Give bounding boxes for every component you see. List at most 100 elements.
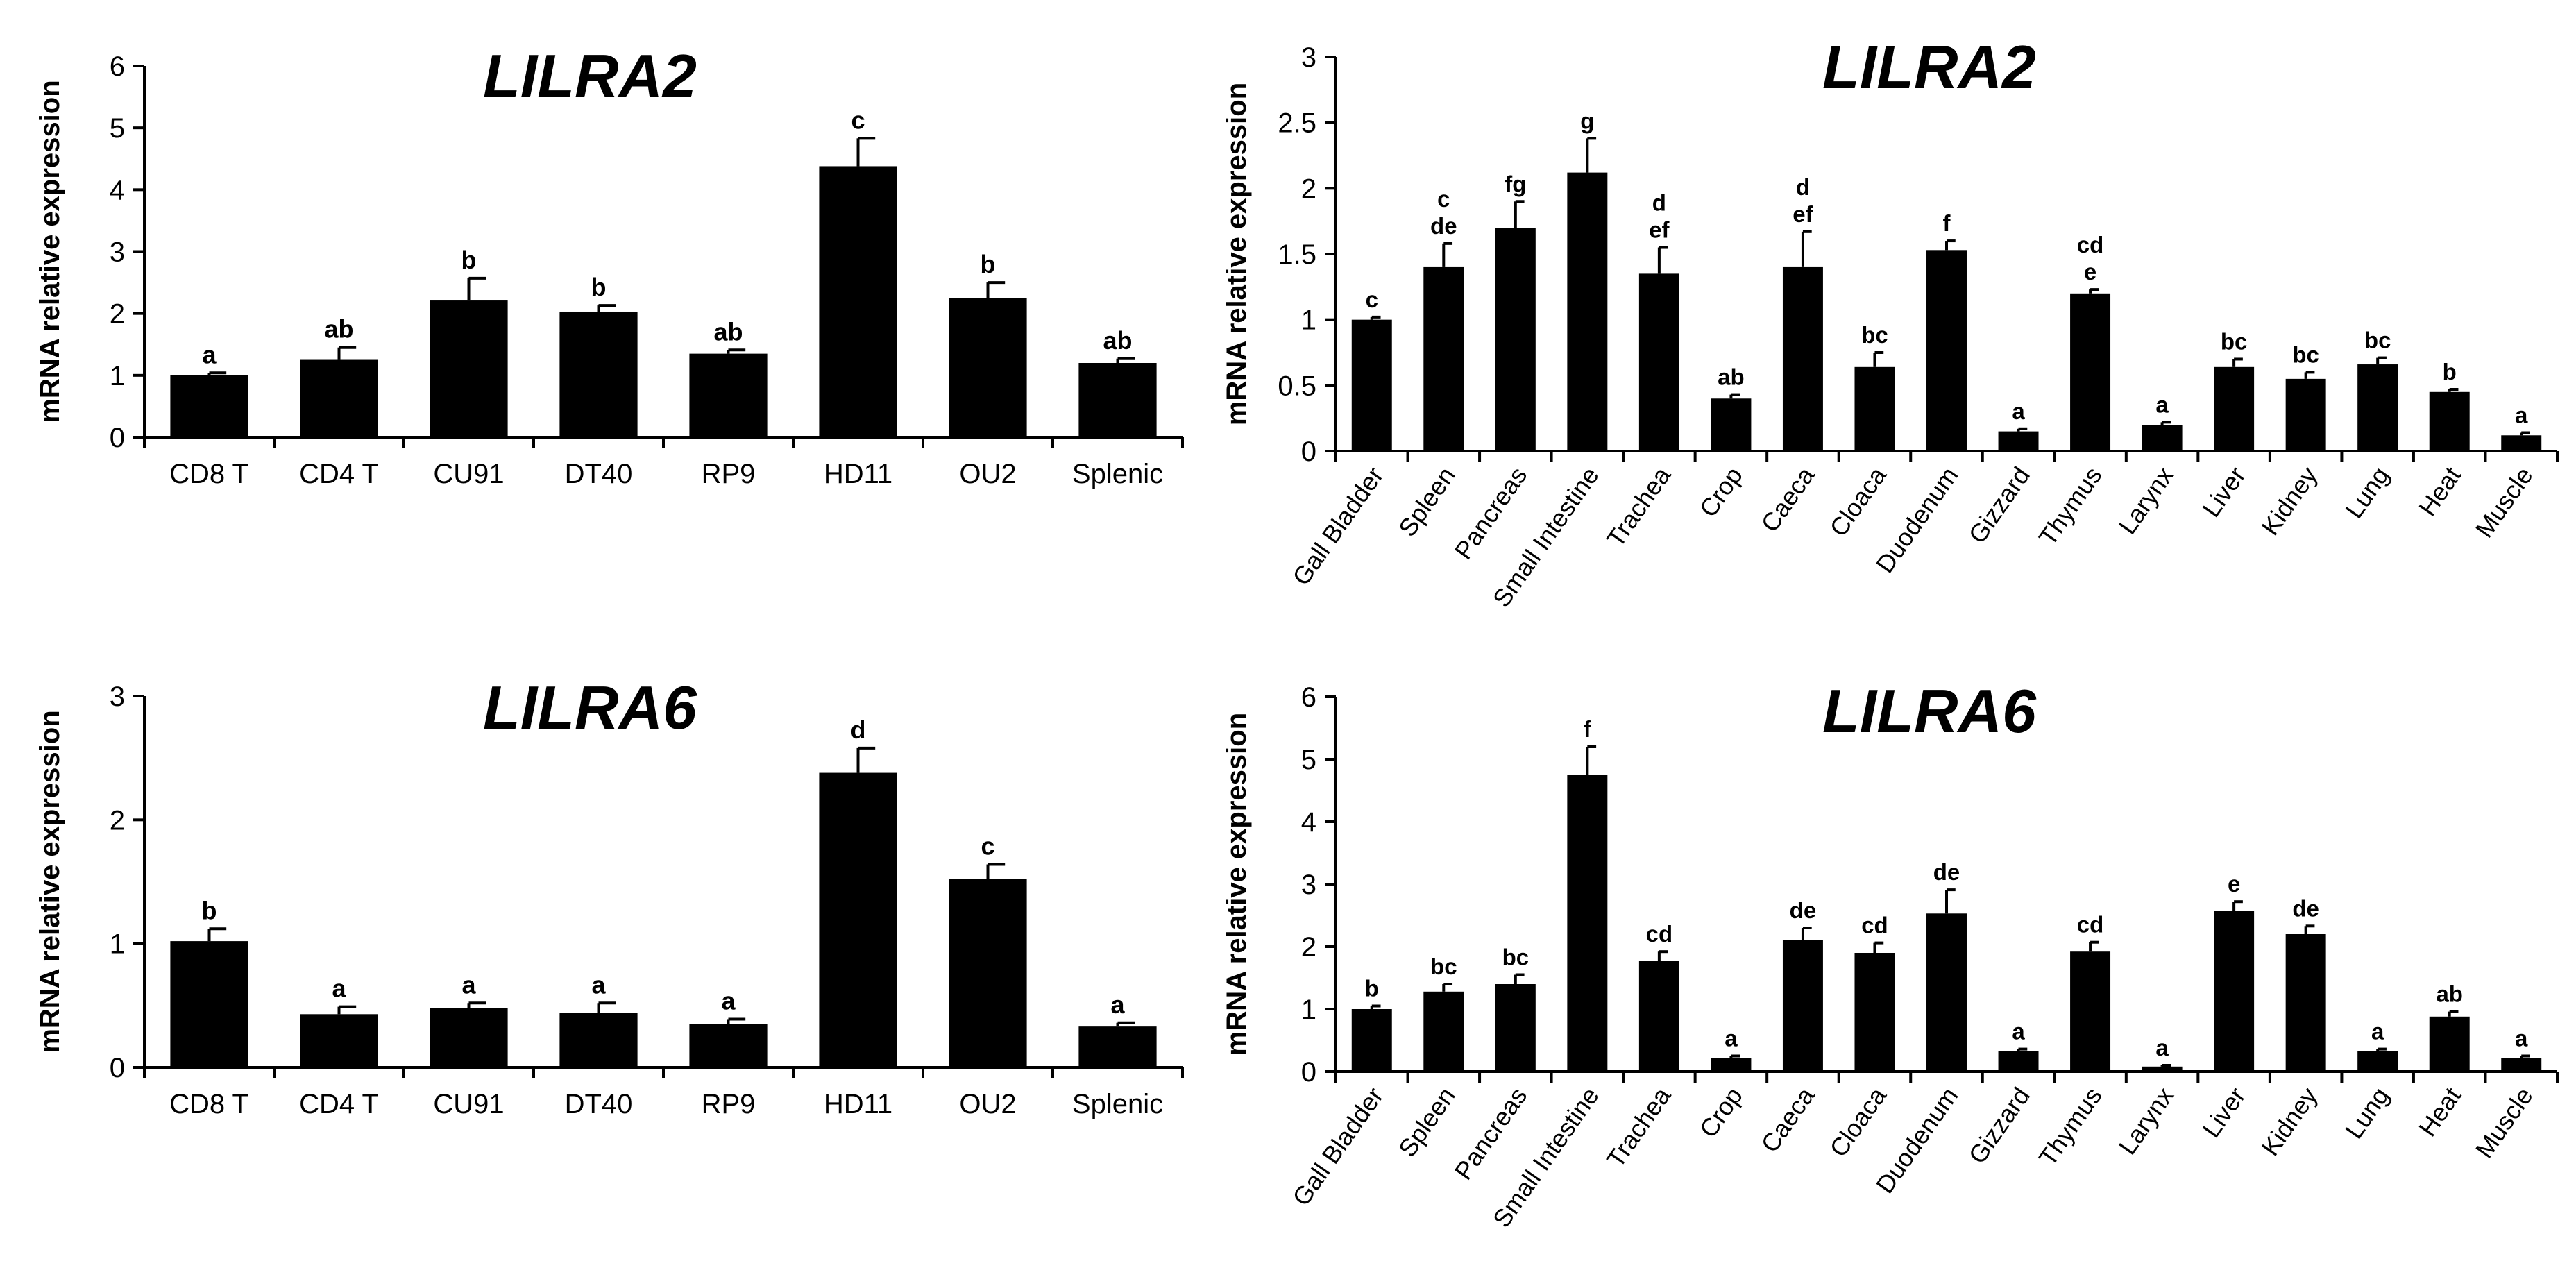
bar bbox=[1638, 961, 1679, 1072]
significance-letter: b bbox=[461, 246, 477, 274]
bar bbox=[430, 300, 508, 437]
x-tick-label: Gizzard bbox=[1963, 1082, 2035, 1169]
x-tick-label: Gall Bladder bbox=[1287, 462, 1389, 591]
x-tick-label: OU2 bbox=[959, 1089, 1016, 1119]
x-tick-label: Caeca bbox=[1755, 1081, 1820, 1158]
chart-cell-lines-lilra6: LILRA6 mRNA relative expression 0 1 2 3 b CD8 T… bbox=[35, 673, 1184, 1119]
bar bbox=[1782, 266, 1823, 451]
bar bbox=[2357, 1051, 2398, 1072]
significance-letter: b bbox=[202, 896, 217, 924]
x-tick-label: CU91 bbox=[433, 459, 504, 489]
chart-title: LILRA2 bbox=[1822, 33, 2036, 101]
significance-letter: cd bbox=[2077, 912, 2104, 938]
x-tick-label: Gizzard bbox=[1963, 462, 2035, 548]
y-tick-label: 3 bbox=[1301, 42, 1316, 73]
significance-letter: bc bbox=[1430, 954, 1457, 979]
x-tick-label: Spleen bbox=[1393, 1082, 1461, 1162]
x-tick-label: Cloaca bbox=[1824, 461, 1892, 541]
x-tick-label: Heat bbox=[2413, 1082, 2466, 1142]
bar bbox=[300, 359, 378, 437]
bar bbox=[170, 375, 248, 437]
x-tick-label: RP9 bbox=[702, 1089, 756, 1119]
significance-letter: a bbox=[2515, 402, 2528, 428]
x-tick-label: Thymus bbox=[2033, 462, 2108, 550]
significance-letter: de bbox=[1933, 859, 1960, 885]
significance-letter: a bbox=[1110, 990, 1125, 1019]
x-tick-label: OU2 bbox=[959, 459, 1016, 489]
chart-title: LILRA2 bbox=[483, 42, 697, 110]
x-tick-label: CU91 bbox=[433, 1089, 504, 1119]
significance-letter: bc bbox=[2221, 328, 2248, 354]
significance-letter: fg bbox=[1505, 171, 1526, 196]
y-tick-label: 5 bbox=[110, 113, 125, 144]
bar bbox=[1495, 984, 1536, 1072]
x-tick-label: CD4 T bbox=[299, 459, 379, 489]
significance-letter: cd bbox=[1861, 913, 1888, 938]
bar bbox=[1423, 991, 1464, 1072]
x-tick-label: Splenic bbox=[1072, 1089, 1163, 1119]
significance-letter: de bbox=[1790, 897, 1817, 923]
significance-letter: e bbox=[2228, 871, 2240, 897]
y-tick-label: 0.5 bbox=[1278, 371, 1316, 401]
bar bbox=[1926, 913, 1967, 1072]
bar bbox=[1351, 319, 1392, 451]
y-axis-label: mRNA relative expression bbox=[35, 80, 65, 423]
significance-letter: c bbox=[1437, 186, 1450, 212]
x-tick-label: Muscle bbox=[2470, 462, 2539, 543]
bar bbox=[689, 1024, 768, 1067]
x-tick-label: Lung bbox=[2339, 1082, 2395, 1144]
bar bbox=[1998, 431, 2039, 451]
bar bbox=[1926, 250, 1967, 451]
y-tick-label: 4 bbox=[1301, 807, 1316, 838]
significance-letter: a bbox=[2012, 398, 2025, 424]
x-tick-label: Crop bbox=[1694, 1082, 1748, 1142]
x-tick-label: Trachea bbox=[1601, 1081, 1677, 1172]
y-tick-label: 3 bbox=[110, 237, 125, 268]
bar bbox=[1351, 1009, 1392, 1072]
x-tick-label: Trachea bbox=[1601, 461, 1677, 552]
x-tick-label: Gall Bladder bbox=[1287, 1082, 1389, 1211]
significance-letter: c bbox=[981, 832, 994, 861]
y-axis-label: mRNA relative expression bbox=[1221, 713, 1252, 1056]
significance-letter: b bbox=[2443, 359, 2457, 384]
y-tick-label: 1 bbox=[1301, 305, 1316, 336]
chart-tissues-lilra2: LILRA2 mRNA relative expression 0 0.5 1 1.5 2 2… bbox=[1221, 33, 2559, 612]
bar bbox=[2501, 435, 2542, 451]
x-tick-label: Lung bbox=[2339, 462, 2395, 523]
x-tick-label: CD4 T bbox=[299, 1089, 379, 1119]
x-tick-label: Larynx bbox=[2113, 462, 2180, 539]
significance-letter: a bbox=[2012, 1019, 2025, 1044]
bar bbox=[1567, 775, 1608, 1072]
bar bbox=[2070, 951, 2111, 1072]
significance-letter: ab bbox=[713, 317, 743, 346]
bar bbox=[2214, 911, 2255, 1072]
x-tick-label: Liver bbox=[2196, 462, 2251, 522]
significance-letter: c bbox=[851, 105, 865, 134]
y-axis-label: mRNA relative expression bbox=[35, 710, 65, 1053]
y-tick-label: 1 bbox=[1301, 995, 1316, 1025]
x-tick-label: RP9 bbox=[702, 459, 756, 489]
chart-title: LILRA6 bbox=[1822, 677, 2037, 745]
x-tick-label: HD11 bbox=[824, 459, 892, 489]
bar bbox=[2285, 934, 2326, 1072]
x-tick-label: CD8 T bbox=[169, 1089, 249, 1119]
y-tick-label: 3 bbox=[110, 682, 125, 712]
bar bbox=[1078, 1026, 1157, 1067]
significance-letter: a bbox=[2155, 1035, 2169, 1060]
x-tick-label: DT40 bbox=[565, 1089, 633, 1119]
significance-letter: a bbox=[591, 970, 606, 999]
significance-letter: bc bbox=[1502, 945, 1530, 970]
bar bbox=[559, 311, 638, 437]
significance-letter: a bbox=[1725, 1026, 1738, 1051]
bar bbox=[819, 772, 897, 1067]
y-tick-label: 0 bbox=[1301, 1057, 1316, 1088]
x-tick-label: Cloaca bbox=[1824, 1081, 1892, 1162]
significance-letter: d bbox=[1652, 190, 1666, 216]
bar bbox=[559, 1013, 638, 1067]
y-axis-label: mRNA relative expression bbox=[1221, 83, 1252, 425]
y-tick-label: 2 bbox=[1301, 174, 1316, 204]
y-tick-label: 4 bbox=[110, 175, 125, 205]
significance-letter: f bbox=[1584, 716, 1592, 742]
bar bbox=[2214, 366, 2255, 451]
x-tick-label: Thymus bbox=[2033, 1082, 2108, 1171]
